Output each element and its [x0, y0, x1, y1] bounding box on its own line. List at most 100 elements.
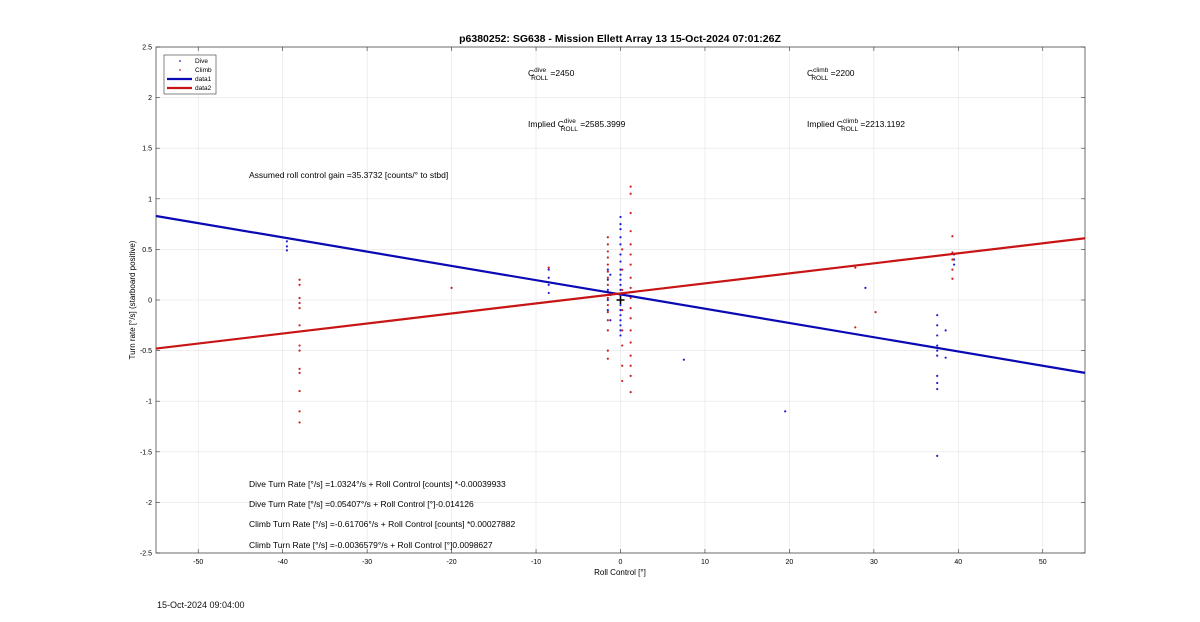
dive-point [936, 349, 939, 352]
dive-point [619, 329, 622, 332]
legend: Dive Climb data1 data2 [163, 54, 217, 95]
x-tick-label: -50 [193, 559, 203, 566]
x-tick-label: 0 [619, 559, 623, 566]
y-tick-label: 2 [148, 95, 152, 102]
dive-point [547, 268, 550, 271]
climb-point [298, 344, 301, 347]
x-tick-label: 20 [786, 559, 794, 566]
y-tick-label: -1.5 [140, 449, 152, 456]
climb-point [450, 286, 453, 289]
dive-point [606, 288, 609, 291]
dive-point [619, 309, 622, 312]
dive-point [619, 253, 622, 256]
dive-point [944, 329, 947, 332]
climb-point [854, 266, 857, 269]
dive-point [936, 374, 939, 377]
fit-line-text: Dive Turn Rate [°/s] =0.05407°/s + Roll … [249, 499, 474, 509]
climb-point [951, 235, 954, 238]
dive-point [619, 223, 622, 226]
climb-point [606, 256, 609, 259]
legend-label-data2: data2 [195, 85, 212, 92]
x-tick-label: -30 [362, 559, 372, 566]
dive-point [682, 358, 685, 361]
fit-line-text: Climb Turn Rate [°/s] =-0.0036579°/s + R… [249, 540, 493, 550]
climb-point [621, 309, 624, 312]
dive-point [606, 268, 609, 271]
dive-point [619, 236, 622, 239]
climb-point [621, 329, 624, 332]
climb-point [629, 263, 632, 266]
climb-point [854, 326, 857, 329]
climb-point [298, 278, 301, 281]
climb-point [606, 250, 609, 253]
x-tick-label: -40 [278, 559, 288, 566]
climb-point [298, 371, 301, 374]
dive-point [944, 356, 947, 359]
y-tick-label: -1 [146, 399, 152, 406]
chart-title: p6380252: SG638 - Mission Ellett Array 1… [459, 33, 781, 45]
climb-point [298, 301, 301, 305]
dive-point [606, 309, 609, 312]
climb-point [629, 185, 632, 188]
annotation-implied-climb: Implied Cclimb ROLL =2213.1192 [807, 118, 905, 133]
x-tick-label: -20 [447, 559, 457, 566]
y-tick-label: 1 [148, 196, 152, 203]
x-axis-label: Roll Control [°] [594, 568, 646, 577]
climb-point [606, 283, 609, 286]
legend-label-climb: Climb [195, 67, 212, 74]
footer-timestamp: 15-Oct-2024 09:04:00 [157, 600, 245, 610]
climb-point [629, 354, 632, 357]
climb-point [629, 317, 632, 320]
climb-point [621, 344, 624, 347]
dive-point [864, 286, 867, 289]
dive-point [784, 410, 787, 413]
y-tick-label: -2.5 [140, 551, 152, 558]
dive-point [952, 258, 956, 261]
climb-point [298, 349, 301, 352]
dive-point [952, 263, 956, 266]
annotation-c-dive: Cdive ROLL =2450 [528, 67, 575, 82]
climb-point [606, 311, 609, 314]
dive-point [936, 387, 939, 391]
x-tick-label: 30 [870, 559, 878, 566]
dive-point [547, 283, 550, 286]
plot-frame [155, 46, 1086, 554]
x-tick-label: 40 [954, 559, 962, 566]
dive-point [936, 314, 939, 317]
climb-point [629, 243, 632, 246]
climb-point [298, 421, 301, 424]
climb-point [606, 270, 609, 273]
climb-point [621, 364, 624, 367]
y-tick-label: 0.5 [142, 247, 152, 254]
climb-point [629, 286, 632, 289]
y-tick-label: 1.5 [142, 146, 152, 153]
climb-point [621, 248, 624, 251]
climb-point [629, 296, 632, 300]
climb-point [629, 341, 632, 344]
y-tick-label: -2 [146, 500, 152, 507]
x-tick-label: 10 [701, 559, 709, 566]
climb-point [606, 263, 609, 266]
dive-point [547, 291, 550, 295]
dive-point [285, 245, 289, 248]
axes: -50 -40 -30 -20 -10 0 10 20 30 40 50-2.5-2-1.5-1-0… [140, 45, 1086, 566]
y-axis-label: Turn rate [°/s] (starboard positive) [128, 240, 137, 359]
annotation-c-climb: Cclimb ROLL =2200 [807, 67, 855, 82]
climb-point [606, 276, 609, 279]
dive-point [547, 276, 550, 279]
dive-point [619, 319, 622, 322]
climb-point [606, 357, 609, 360]
dive-point [619, 260, 622, 263]
dive-point [609, 273, 612, 276]
climb-point [874, 311, 877, 314]
dive-point [285, 249, 289, 252]
dive-point [609, 319, 612, 322]
climb-point [621, 268, 624, 271]
climb-point [298, 389, 301, 393]
climb-point [606, 296, 609, 300]
dive-point [619, 268, 622, 271]
annotation-implied-dive: Implied Cdive ROLL =2585.3999 [528, 118, 626, 133]
series-climb [298, 185, 954, 424]
y-tick-label: 0 [148, 298, 152, 305]
climb-point [298, 324, 301, 327]
